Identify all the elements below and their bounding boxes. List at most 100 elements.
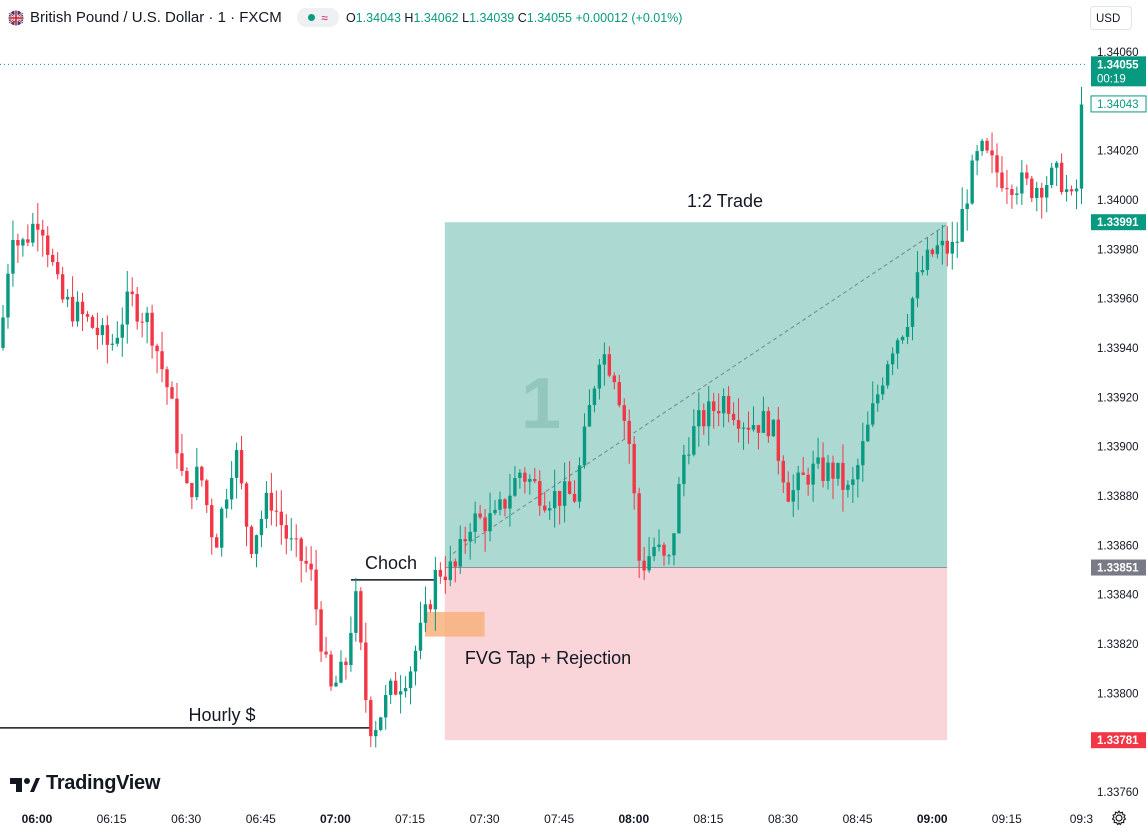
candle-body [1010,189,1014,195]
candle-body [716,411,721,414]
price-label-box [1091,732,1146,749]
candle-body [264,492,269,519]
candle-body [1074,188,1079,192]
candle-body [667,555,671,557]
market-open-dot-icon [308,14,316,21]
candle-body [950,241,954,254]
candle-body [736,420,741,429]
candle-body [940,240,945,246]
candle-body [344,661,348,666]
candle-body [771,419,776,437]
candle-body [652,546,656,557]
candle-body [548,508,552,511]
delayed-data-icon: ≈ [321,10,328,25]
candle-body [284,525,288,539]
candle-body [314,569,318,610]
x-tick-label: 07:15 [395,812,425,826]
price-label-countdown: 00:19 [1097,73,1126,85]
y-tick-label: 1.33880 [1097,491,1139,503]
candle-body [1000,172,1004,189]
candle-body [647,556,651,571]
candle-body [572,493,577,502]
candle-body [433,569,438,610]
candle-body [130,291,134,295]
candle-body [463,539,467,542]
candle-body [100,325,105,336]
candle-body [319,609,323,652]
candle-body [75,301,80,322]
y-tick-label: 1.34020 [1097,146,1139,158]
candle-body [229,477,234,500]
market-status-pill[interactable]: ≈ [297,8,339,27]
candle-body [1005,188,1009,190]
candle-body [329,654,333,687]
x-tick-label: 09:3 [1070,812,1094,826]
candle-body [980,140,984,152]
candle-body [935,245,940,255]
price-label-text: 1.34055 [1097,59,1139,71]
fvg-zone [424,611,485,637]
candle-body [905,326,910,337]
candle-body [110,343,115,345]
price-label-1.33781: 1.33781 [1091,732,1146,749]
candle-body [975,151,979,161]
candle-body [21,239,25,246]
price-label-1.34043: 1.34043 [1090,95,1147,113]
candle-body [279,511,284,526]
tradingview-logo-icon [10,777,40,792]
candle-body [170,387,174,399]
candle-body [239,450,244,484]
candle-body [821,457,825,481]
candles [1,86,1084,748]
candle-body [60,274,65,300]
candle-body [234,450,239,478]
candle-body [383,695,388,718]
x-tick-label: 07:45 [544,812,574,826]
close-value: 1.34055 [526,11,572,25]
candle-body [518,472,522,478]
currency-button[interactable]: USD [1090,6,1132,30]
candle-body [438,569,443,577]
ohlc-readout: O1.34043 H1.34062 L1.34039 C1.34055 +0.0… [346,11,683,25]
candle-body [219,508,224,548]
x-tick-label: 06:30 [171,812,201,826]
x-tick-label: 06:45 [246,812,276,826]
price-label-text: 1.33851 [1097,563,1139,575]
candle-body [851,479,855,485]
candle-body [259,518,264,536]
candle-body [408,671,413,689]
candle-body [627,420,631,444]
candle-body [115,337,120,344]
trade-number-label: 1 [521,364,561,444]
candle-body [801,472,805,475]
candle-body [155,345,159,352]
y-tick-label: 1.33920 [1097,392,1139,404]
candle-body [632,443,636,494]
candle-body [533,478,537,482]
candle-body [160,351,164,370]
candle-body [885,364,890,386]
candle-body [687,454,691,456]
candle-body [304,560,308,564]
candle-body [11,240,15,274]
candle-body [150,312,154,346]
y-tick-label: 1.33840 [1097,590,1139,602]
candle-body [985,140,989,151]
candle-body [458,539,462,567]
candle-body [612,375,617,383]
tradingview-logo[interactable]: TradingView [10,772,160,795]
candle-body [508,495,512,509]
candle-body [55,262,60,275]
candle-body [602,354,607,365]
trade-projection-line [452,223,948,554]
candle-body [46,235,50,255]
settings-gear-icon[interactable] [1111,810,1127,826]
y-tick-label: 1.33960 [1097,294,1139,306]
candle-body [85,314,90,317]
candle-body [339,661,343,683]
candle-body [513,477,517,496]
x-tick-label: 09:15 [992,812,1022,826]
x-tick-label: 08:00 [618,812,649,826]
symbol-title[interactable]: British Pound / U.S. Dollar · 1 · FXCM [30,9,282,26]
